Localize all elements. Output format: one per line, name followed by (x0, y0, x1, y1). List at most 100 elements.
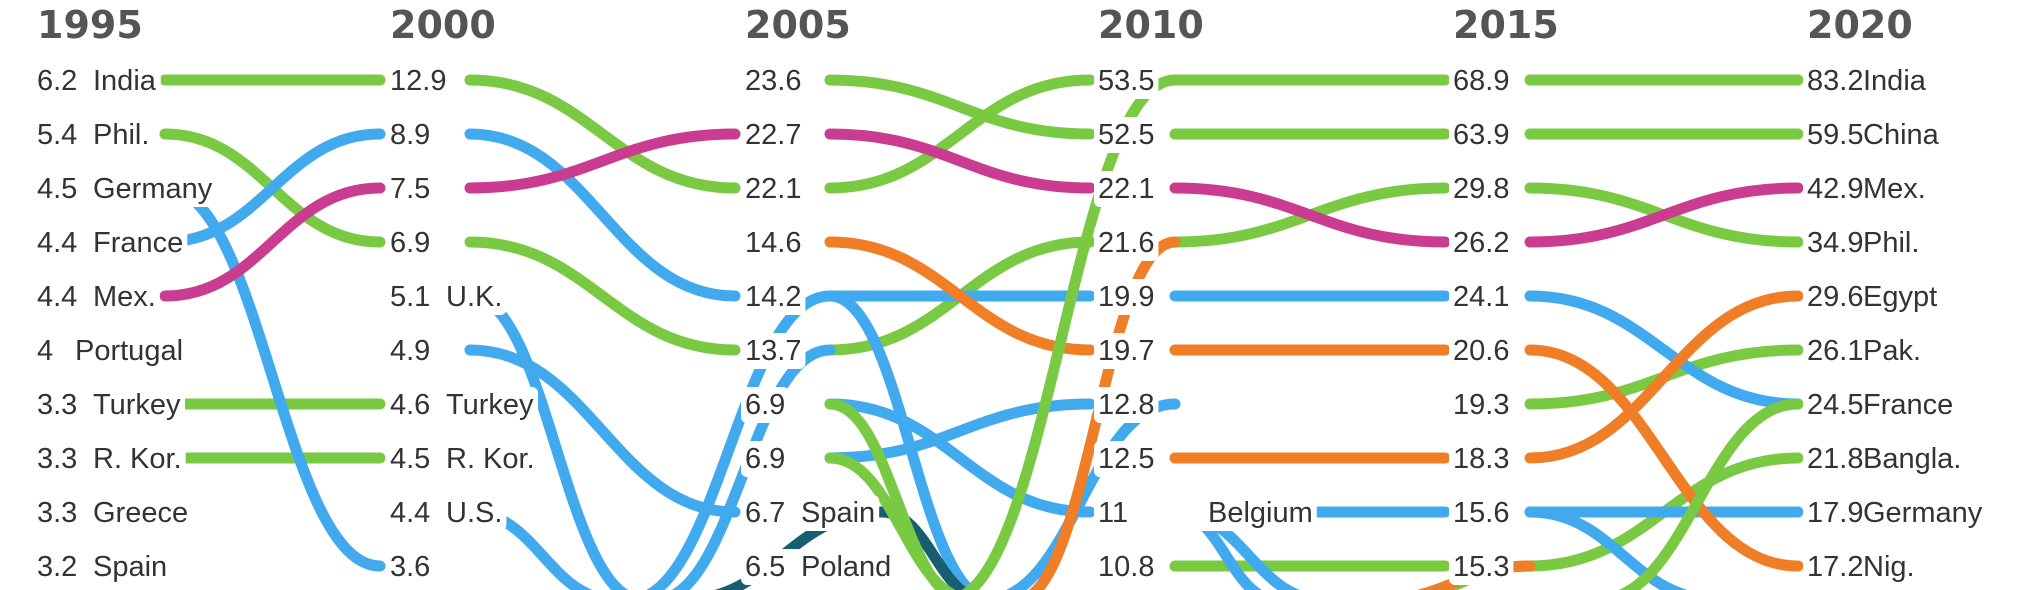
label-background (1449, 225, 1514, 261)
value-label: 3.6 (390, 551, 430, 583)
label-background (386, 441, 539, 477)
label-background (1094, 333, 1159, 369)
value-label: 10.8 (1098, 551, 1154, 583)
label-1995-rank-3: 4.5 Germany (33, 171, 217, 207)
value-label: 3.3 (37, 389, 77, 421)
label-1995-rank-5: 4.4 Mex. (33, 279, 160, 315)
value-label: 18.3 (1453, 443, 1509, 475)
label-2000-rank-7: 4.6 Turkey (386, 387, 539, 423)
value-label: 6.2 (37, 65, 77, 97)
series-8-segment-1 (464, 128, 741, 302)
value-label: 12.5 (1098, 443, 1154, 475)
country-label: R. Kor. (93, 443, 182, 475)
label-background (386, 333, 435, 369)
value-label: 4.5 (390, 443, 430, 475)
country-label: Egypt (1863, 281, 1937, 313)
value-label: 4.6 (390, 389, 430, 421)
series-12-segment-0 (159, 182, 386, 302)
series-9-segment-1 (464, 344, 741, 518)
label-background (33, 225, 188, 261)
label-2020-rank-5: 29.6 Egypt (1803, 279, 1942, 315)
value-label: 7.5 (390, 173, 430, 205)
label-background (33, 441, 186, 477)
column-labels: 6.2 India 5.4 Phil. 4.5 Germany 4.4 France 4.4 Me… (33, 63, 1987, 585)
series-11-segment-2 (824, 398, 1096, 518)
value-label: 5.4 (37, 119, 77, 151)
label-background (741, 63, 806, 99)
label-2020-rank-1: 83.2 India (1803, 63, 1931, 99)
value-label: 22.7 (745, 119, 801, 151)
country-label: Spain (801, 497, 875, 529)
label-2020-rank-9: 17.9 Germany (1803, 495, 1987, 531)
year-header-2000: 2000 (390, 3, 496, 47)
value-label: 22.1 (1098, 173, 1154, 205)
value-label: 15.6 (1453, 497, 1509, 529)
label-2020-rank-3: 42.9 Mex. (1803, 171, 1930, 207)
year-header-2015: 2015 (1453, 3, 1559, 47)
label-background (386, 63, 451, 99)
label-background (741, 441, 790, 477)
value-label: 3.3 (37, 497, 77, 529)
label-2020-rank-7: 24.5 France (1803, 387, 1958, 423)
value-label: 23.6 (745, 65, 801, 97)
label-background (1094, 279, 1159, 315)
label-background (33, 495, 193, 531)
value-label: 68.9 (1453, 65, 1509, 97)
label-2010-rank-2: 52.5 (1094, 117, 1159, 153)
country-label: Spain (93, 551, 167, 583)
value-label: 4 (37, 335, 53, 367)
value-label: 52.5 (1098, 119, 1154, 151)
label-2020-rank-6: 26.1 Pak. (1803, 333, 1926, 369)
value-label: 3.2 (37, 551, 77, 583)
series-0-segment-2 (824, 74, 1096, 194)
series-14-segment-4 (1524, 290, 1804, 464)
fragment-line-4 (824, 290, 979, 590)
year-header-2010: 2010 (1098, 3, 1204, 47)
label-2005-rank-3: 22.1 (741, 171, 806, 207)
value-label: 6.9 (745, 443, 785, 475)
series-12-segment-4 (1524, 182, 1804, 248)
label-1995-rank-7: 3.3 Turkey (33, 387, 186, 423)
value-label: 4.4 (390, 497, 430, 529)
label-1995-rank-10: 3.2 Spain (33, 549, 172, 585)
series-12-segment-1 (464, 128, 741, 194)
label-background (1449, 171, 1514, 207)
fragment-line-13 (824, 452, 956, 590)
label-1995-rank-1: 6.2 India (33, 63, 161, 99)
country-label: France (1863, 389, 1953, 421)
value-label: 12.9 (390, 65, 446, 97)
label-background (1094, 63, 1159, 99)
label-2020-rank-8: 21.8 Bangla. (1803, 441, 1966, 477)
label-1995-rank-8: 3.3 R. Kor. (33, 441, 186, 477)
label-2010-rank-5: 19.9 (1094, 279, 1159, 315)
label-2000-rank-9: 4.4 U.S. (386, 495, 507, 531)
value-label: 19.3 (1453, 389, 1509, 421)
label-background (1094, 117, 1159, 153)
country-label: Nig. (1863, 551, 1915, 583)
label-1995-rank-2: 5.4 Phil. (33, 117, 154, 153)
series-7-segment-0 (159, 182, 386, 572)
fragment-line-8 (1524, 506, 1688, 590)
label-background (386, 387, 539, 423)
label-2015-rank-10: 15.3 (1449, 549, 1514, 585)
label-background (741, 549, 896, 585)
label-background (1449, 549, 1514, 585)
label-background (33, 333, 188, 369)
label-background (1803, 279, 1942, 315)
series-0-segment-1 (464, 74, 741, 194)
value-label: 12.8 (1098, 389, 1154, 421)
country-label: U.K. (446, 281, 502, 313)
fragment-line-14 (1618, 398, 1804, 590)
label-2010-rank-3: 22.1 (1094, 171, 1159, 207)
label-background (1803, 333, 1926, 369)
label-2005-rank-7: 6.9 (741, 387, 790, 423)
fragment-line-11 (960, 74, 1181, 590)
label-2010-rank-6: 19.7 (1094, 333, 1159, 369)
value-label: 6.7 (745, 497, 785, 529)
label-background (1803, 63, 1931, 99)
value-label: 15.3 (1453, 551, 1509, 583)
label-background (33, 387, 186, 423)
value-label: 17.2 (1807, 551, 1863, 583)
label-background (1803, 117, 1944, 153)
value-label: 20.6 (1453, 335, 1509, 367)
